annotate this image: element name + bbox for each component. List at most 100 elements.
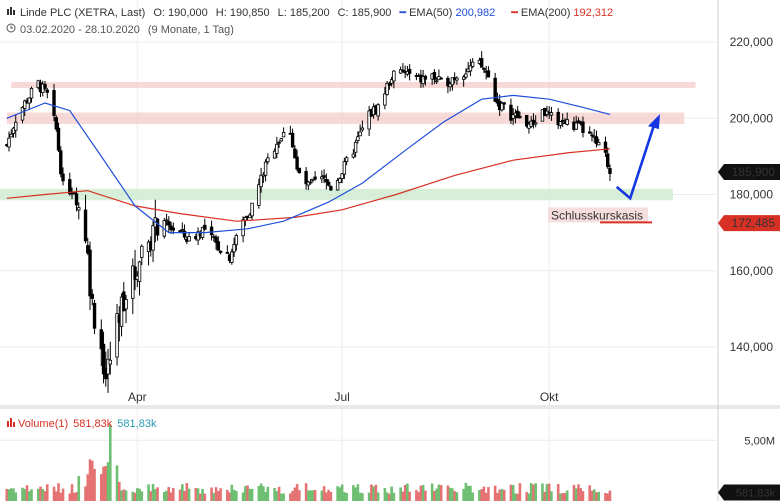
candle-body <box>43 83 47 89</box>
volume-bar <box>57 483 60 501</box>
candle-body <box>180 228 185 231</box>
volume-bar <box>556 483 560 501</box>
candle-body <box>225 251 230 254</box>
volume-bar <box>273 488 276 501</box>
volume-bar <box>156 487 159 501</box>
candle-body <box>248 214 252 219</box>
volume-bar <box>516 493 519 501</box>
volume-bar <box>525 492 528 501</box>
candle-body <box>293 148 297 159</box>
candle-body <box>230 251 234 263</box>
volume-bar <box>30 489 33 501</box>
candle-body <box>9 133 13 138</box>
volume-bar <box>493 485 497 501</box>
volume-value-1: 581,83k <box>73 418 113 430</box>
candle-body <box>281 131 286 138</box>
resistance-zone <box>6 112 685 124</box>
volume-bar <box>52 486 56 501</box>
volume-bar <box>264 491 267 501</box>
candle-body <box>106 358 110 375</box>
volume-bar <box>250 488 254 501</box>
volume-bar <box>565 490 569 501</box>
candle-body <box>448 83 452 88</box>
candle-body <box>182 230 187 238</box>
candle-body <box>178 230 182 233</box>
volume-bar <box>437 484 441 501</box>
candle-body <box>434 80 439 83</box>
volume-bar <box>304 483 308 501</box>
candle-body <box>306 181 311 186</box>
volume-bar <box>415 489 418 501</box>
volume-bar <box>257 486 261 501</box>
candle-body <box>389 79 394 84</box>
candle-body <box>531 119 536 125</box>
volume-bar <box>376 492 380 501</box>
volume-bar <box>147 484 150 501</box>
volume-bar <box>511 484 515 501</box>
volume-bar <box>307 490 310 501</box>
candle-body <box>515 110 520 119</box>
volume-bar <box>500 489 504 501</box>
volume-bar <box>424 490 427 501</box>
header-line-1: Linde PLC (XETRA, Last) O: 190,000 H: 190,… <box>6 6 629 19</box>
candle-body <box>335 180 340 191</box>
candle-body <box>324 179 329 183</box>
candle-body <box>603 141 608 153</box>
candle-body <box>482 67 486 70</box>
candle-body <box>131 265 135 299</box>
volume-bar <box>75 492 78 501</box>
volume-bar <box>259 483 263 501</box>
ema200-legend: ━ EMA(200) 192,312 <box>511 7 614 19</box>
candle-body <box>322 175 326 178</box>
candle-body <box>468 65 473 72</box>
annotation-bg <box>548 207 648 223</box>
volume-bar <box>244 486 247 501</box>
candle-body <box>88 249 92 297</box>
candle-body <box>99 329 103 350</box>
candle-body <box>558 121 563 126</box>
volume-bar <box>199 493 202 501</box>
volume-bar <box>133 492 137 501</box>
volume-bar <box>59 492 63 501</box>
candle-body <box>61 173 65 182</box>
ema50-line <box>6 94 611 234</box>
candle-body <box>556 111 560 126</box>
candle-body <box>187 236 191 242</box>
candle-body <box>565 119 569 125</box>
volume-bar <box>439 485 443 501</box>
volume-bar <box>547 483 551 501</box>
volume-bar <box>172 487 175 501</box>
volume-bar <box>322 486 326 501</box>
volume-bar <box>487 487 490 501</box>
candle-body <box>124 299 128 310</box>
candle-body <box>77 207 81 211</box>
candle-body <box>446 77 450 87</box>
instrument-name: Linde PLC (XETRA, Last) <box>20 7 146 19</box>
volume-bar <box>226 489 229 501</box>
volume-bar <box>9 488 13 501</box>
candle-body <box>45 89 49 93</box>
volume-bar <box>228 492 231 501</box>
candle-body <box>486 70 491 78</box>
candle-body <box>279 138 284 142</box>
volume-bar <box>309 490 312 501</box>
candle-body <box>155 218 160 236</box>
volume-bar <box>230 484 234 501</box>
chart-type-icon[interactable] <box>6 6 16 16</box>
candle-body <box>243 217 248 221</box>
candle-body <box>574 122 578 130</box>
volume-bar <box>45 484 49 501</box>
volume-bar <box>201 488 204 501</box>
candle-body <box>232 244 236 253</box>
volume-bar <box>361 493 364 501</box>
volume-pane: 5,00M <box>5 424 775 501</box>
candle-body <box>344 157 349 162</box>
candle-body <box>376 104 380 117</box>
volume-bar <box>469 485 472 501</box>
candle-body <box>608 168 612 174</box>
volume-bar <box>282 493 285 501</box>
volume-bar <box>563 493 567 501</box>
volume-bar <box>219 488 222 501</box>
volume-bar <box>374 484 378 501</box>
